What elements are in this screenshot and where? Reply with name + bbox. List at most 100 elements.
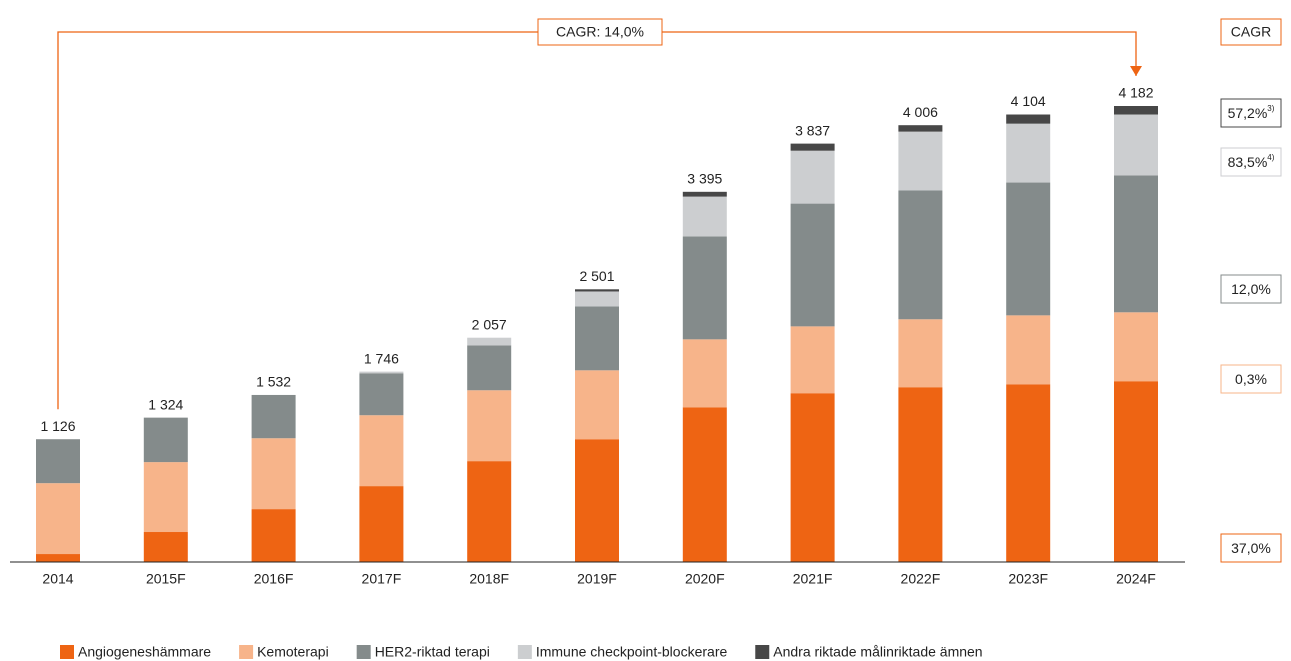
legend-label: Andra riktade målinriktade ämnen — [773, 644, 982, 660]
x-tick-label: 2017F — [362, 571, 402, 587]
bar-segment — [682, 191, 727, 197]
cagr-value: 0,3% — [1235, 371, 1267, 387]
annotation-box — [537, 18, 663, 46]
legend-label: Kemoterapi — [257, 644, 329, 660]
bar-segment — [1006, 182, 1051, 316]
bar-segment — [898, 131, 943, 191]
legend-swatch — [239, 645, 254, 659]
bar-segment — [682, 236, 727, 340]
cagr-value: 12,0% — [1231, 281, 1271, 297]
cagr-bracket: CAGR: 14,0% — [57, 18, 1142, 410]
x-tick-label: 2022F — [901, 571, 941, 587]
legend-label: Angiogeneshämmare — [78, 644, 211, 660]
cagr-box — [1220, 274, 1282, 304]
cagr-note: 3) — [1267, 104, 1274, 113]
cagr-number: 83,5% — [1228, 154, 1268, 170]
bar-segment — [898, 190, 943, 320]
legend-label: HER2-riktad terapi — [375, 644, 490, 660]
bar-segment — [467, 337, 512, 346]
annotation: CAGR: 14,0% — [556, 24, 644, 40]
cagr-number: 57,2% — [1228, 105, 1268, 121]
cagr-value: 57,2%3) — [1228, 104, 1275, 121]
legend-swatch — [517, 645, 532, 659]
x-tick-label: 2023F — [1008, 571, 1048, 587]
bar-segment — [251, 438, 296, 510]
bar-segment — [1006, 123, 1051, 183]
bar-segment — [575, 439, 619, 562]
total-label: 3 395 — [687, 171, 722, 187]
legend-swatch — [60, 645, 74, 659]
total-label: 4 006 — [903, 104, 938, 120]
bar-segment — [898, 319, 943, 388]
total-label: 1 746 — [364, 350, 399, 366]
cagr-box — [1220, 364, 1282, 394]
bar-segment — [790, 393, 835, 562]
total-label: 4 104 — [1011, 93, 1046, 109]
bar-segment — [575, 306, 619, 371]
cagr-note: 4) — [1267, 153, 1274, 162]
bar-segment — [898, 125, 943, 132]
bar-segment — [143, 532, 188, 562]
bar-segment — [1114, 381, 1158, 562]
cagr-number: 0,3% — [1235, 371, 1267, 387]
bar-segment — [682, 407, 727, 562]
cagr-value: 83,5%4) — [1228, 153, 1275, 170]
bar-segment — [898, 387, 943, 562]
bar-segment — [575, 291, 619, 307]
legend-swatch — [755, 645, 770, 659]
bar-segment — [359, 486, 404, 562]
x-tick-label: 2019F — [577, 571, 617, 587]
bar-segment — [1006, 114, 1051, 124]
bar-segment — [143, 462, 188, 533]
total-label: 3 837 — [795, 122, 830, 138]
cagr-box — [1220, 147, 1282, 177]
bar-segment — [1006, 315, 1051, 385]
total-label: 2 501 — [579, 268, 614, 284]
cagr-number: 12,0% — [1231, 281, 1271, 297]
bar-segment — [36, 483, 80, 555]
bar-segment — [143, 417, 188, 463]
total-label: 1 324 — [148, 396, 183, 412]
bar-segment — [790, 326, 835, 394]
bar-segment — [467, 390, 512, 462]
bar-segment — [359, 371, 404, 374]
bar-segment — [682, 339, 727, 408]
total-label: 2 057 — [472, 316, 507, 332]
bar-segment — [359, 373, 404, 416]
bar-segment — [251, 509, 296, 562]
bar-segment — [682, 196, 727, 237]
bar-segment — [790, 150, 835, 204]
bar-segment — [36, 554, 80, 562]
bracket-arrow — [1130, 66, 1142, 76]
cagr-box — [1220, 98, 1282, 128]
bar-segment — [359, 415, 404, 487]
bar-segment — [1114, 175, 1158, 313]
bar-segment — [467, 461, 512, 562]
bar-segment — [1114, 106, 1158, 115]
x-tick-label: 2014 — [42, 571, 73, 587]
cagr-value: 37,0% — [1231, 540, 1271, 556]
legend-label: Immune checkpoint-blockerare — [536, 644, 728, 660]
cagr-header-box — [1220, 18, 1282, 46]
cagr-header: CAGR — [1231, 24, 1271, 40]
bar-segment — [790, 143, 835, 151]
bar-segment — [1006, 384, 1051, 562]
bar-segment — [467, 345, 512, 391]
total-label: 1 532 — [256, 374, 291, 390]
total-label: 1 126 — [40, 418, 75, 434]
x-tick-label: 2021F — [793, 571, 833, 587]
cagr-box — [1220, 533, 1282, 563]
x-tick-label: 2018F — [469, 571, 509, 587]
bar-segment — [1114, 312, 1158, 382]
bar-segment — [790, 203, 835, 327]
x-tick-label: 2020F — [685, 571, 725, 587]
x-tick-label: 2016F — [254, 571, 294, 587]
total-label: 4 182 — [1118, 85, 1153, 101]
bar-segment — [575, 370, 619, 440]
cagr-number: 37,0% — [1231, 540, 1271, 556]
bar-segment — [36, 439, 80, 484]
x-tick-label: 2015F — [146, 571, 186, 587]
bar-segment — [575, 289, 619, 292]
x-tick-label: 2024F — [1116, 571, 1156, 587]
